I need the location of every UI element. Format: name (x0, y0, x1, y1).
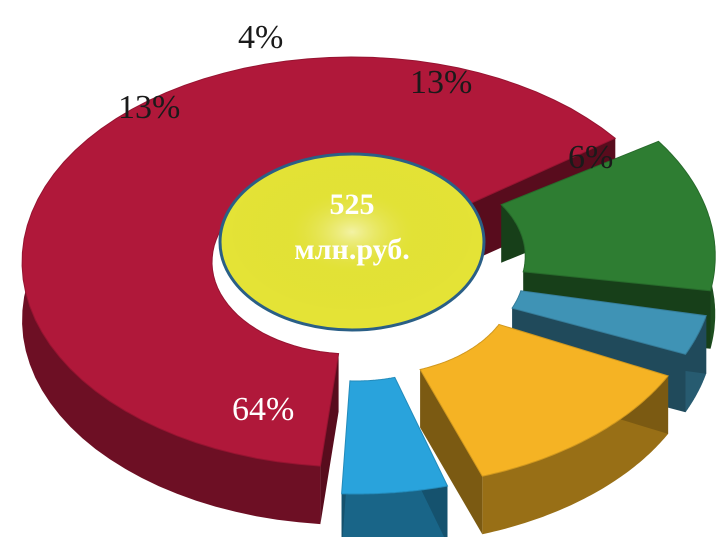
pie-slice-side-4 (341, 486, 448, 537)
pie-slice-top-4 (341, 376, 449, 495)
pie-slice-4 (341, 376, 449, 537)
center-unit-label: млн.руб. (294, 233, 409, 266)
center-ellipse-highlight (232, 154, 472, 310)
center-value-label: 525 (330, 188, 375, 221)
pie-slice-label-0: 64% (232, 391, 294, 428)
pie-slice-top-2 (511, 290, 707, 355)
pie-slice-end-0-0 (320, 353, 339, 525)
pie-slice-top-1 (500, 140, 716, 292)
pie-slice-1 (500, 140, 716, 349)
pie-slice-3 (419, 323, 669, 535)
pie-slice-side-3 (482, 375, 669, 535)
pie-slice-label-4: 6% (568, 139, 613, 176)
pie-slice-end-3-1 (420, 369, 483, 535)
pie-slice-label-2: 4% (238, 19, 283, 56)
pie-slice-label-1: 13% (118, 89, 180, 126)
pie-slice-top-3 (419, 323, 669, 477)
pie-slice-label-3: 13% (410, 64, 472, 101)
